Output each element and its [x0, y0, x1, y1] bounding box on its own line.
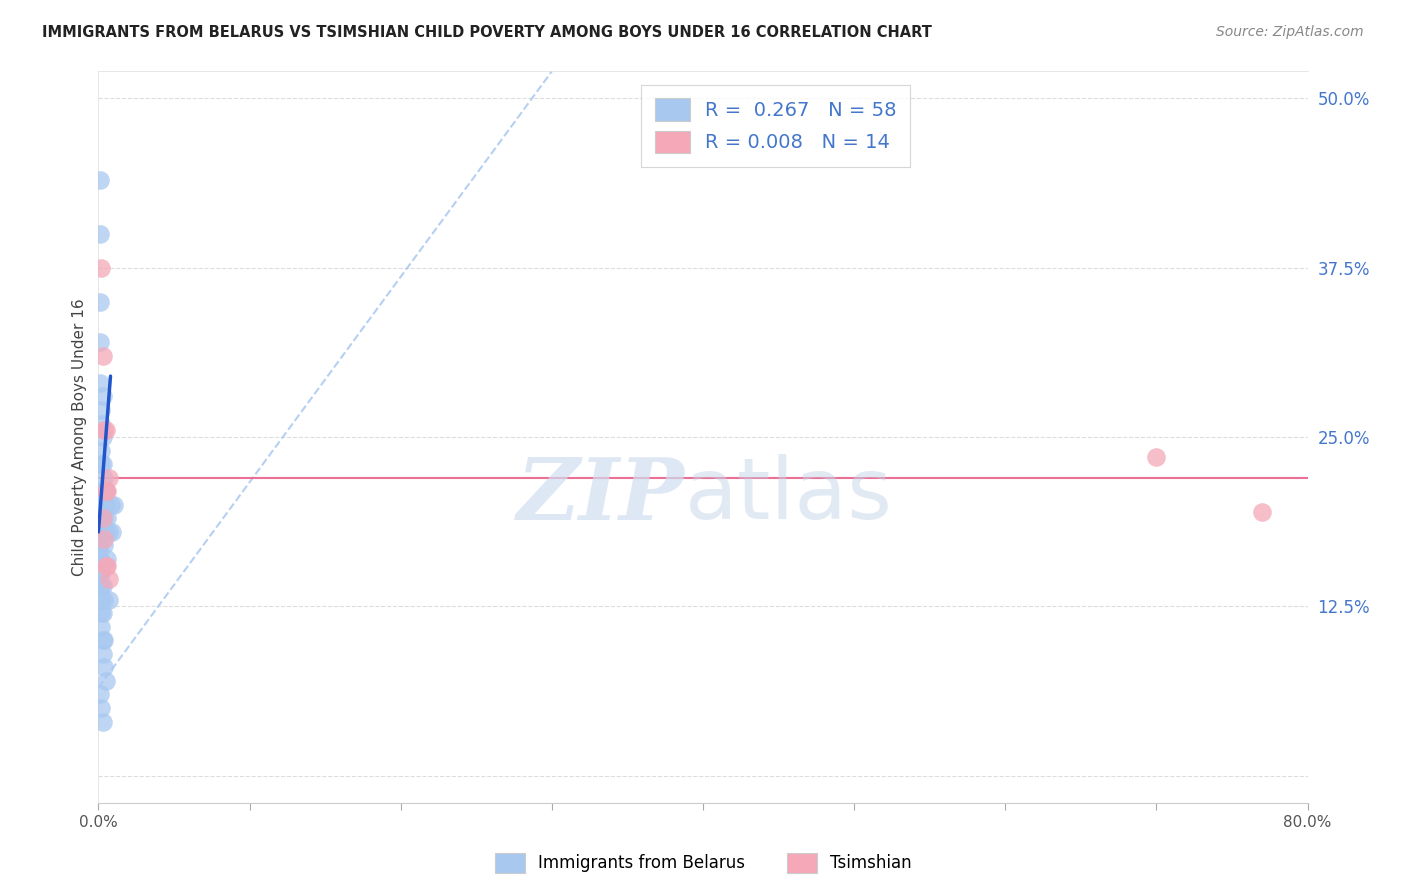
Point [90, 417, 112, 431]
Point [89, 538, 111, 552]
Point [96, 558, 118, 573]
Point [96, 484, 118, 499]
Point [90, 701, 112, 715]
Point [100, 498, 122, 512]
Point [89, 498, 111, 512]
Legend: R =  0.267   N = 58, R = 0.008   N = 14: R = 0.267 N = 58, R = 0.008 N = 14 [641, 85, 910, 167]
Point [90, 620, 112, 634]
Point [94, 558, 117, 573]
Point [89, 538, 111, 552]
Point [101, 524, 124, 539]
Point [90, 579, 112, 593]
Point [90, 443, 112, 458]
Point [93, 633, 115, 648]
Point [89, 498, 111, 512]
Point [90, 498, 112, 512]
Point [91, 498, 114, 512]
Point [94, 498, 117, 512]
Point [98, 524, 121, 539]
Point [89, 227, 111, 241]
Point [94, 484, 117, 499]
Text: IMMIGRANTS FROM BELARUS VS TSIMSHIAN CHILD POVERTY AMONG BOYS UNDER 16 CORRELATI: IMMIGRANTS FROM BELARUS VS TSIMSHIAN CHI… [42, 25, 932, 40]
Point [93, 471, 115, 485]
Point [93, 660, 115, 674]
Point [89, 579, 111, 593]
Point [94, 423, 117, 437]
Point [96, 552, 118, 566]
Point [98, 592, 121, 607]
Point [91, 647, 114, 661]
Point [94, 484, 117, 499]
Point [90, 592, 112, 607]
Point [93, 532, 115, 546]
Text: atlas: atlas [685, 454, 893, 537]
Point [89, 566, 111, 580]
Point [103, 498, 125, 512]
Point [93, 498, 115, 512]
Point [89, 294, 111, 309]
Point [1251, 505, 1274, 519]
Point [89, 552, 111, 566]
Point [90, 403, 112, 417]
Point [90, 606, 112, 620]
Point [93, 538, 115, 552]
Point [91, 714, 114, 729]
Point [91, 389, 114, 403]
Point [89, 511, 111, 525]
Point [90, 566, 112, 580]
Point [89, 511, 111, 525]
Point [89, 376, 111, 390]
Point [93, 423, 115, 437]
Point [89, 524, 111, 539]
Point [91, 606, 114, 620]
Point [96, 511, 118, 525]
Point [98, 471, 121, 485]
Text: ZIP: ZIP [517, 454, 685, 537]
Point [91, 633, 114, 648]
Point [89, 335, 111, 350]
Point [91, 484, 114, 499]
Point [93, 592, 115, 607]
Point [89, 688, 111, 702]
Y-axis label: Child Poverty Among Boys Under 16: Child Poverty Among Boys Under 16 [72, 298, 87, 576]
Point [89, 524, 111, 539]
Point [94, 673, 117, 688]
Point [91, 511, 114, 525]
Point [90, 457, 112, 471]
Point [93, 511, 115, 525]
Point [1144, 450, 1167, 465]
Point [89, 172, 111, 186]
Point [98, 572, 121, 586]
Point [91, 430, 114, 444]
Point [91, 349, 114, 363]
Legend: Immigrants from Belarus, Tsimshian: Immigrants from Belarus, Tsimshian [488, 847, 918, 880]
Point [90, 484, 112, 499]
Point [91, 579, 114, 593]
Text: Source: ZipAtlas.com: Source: ZipAtlas.com [1216, 25, 1364, 39]
Point [89, 552, 111, 566]
Point [90, 260, 112, 275]
Point [94, 524, 117, 539]
Point [91, 457, 114, 471]
